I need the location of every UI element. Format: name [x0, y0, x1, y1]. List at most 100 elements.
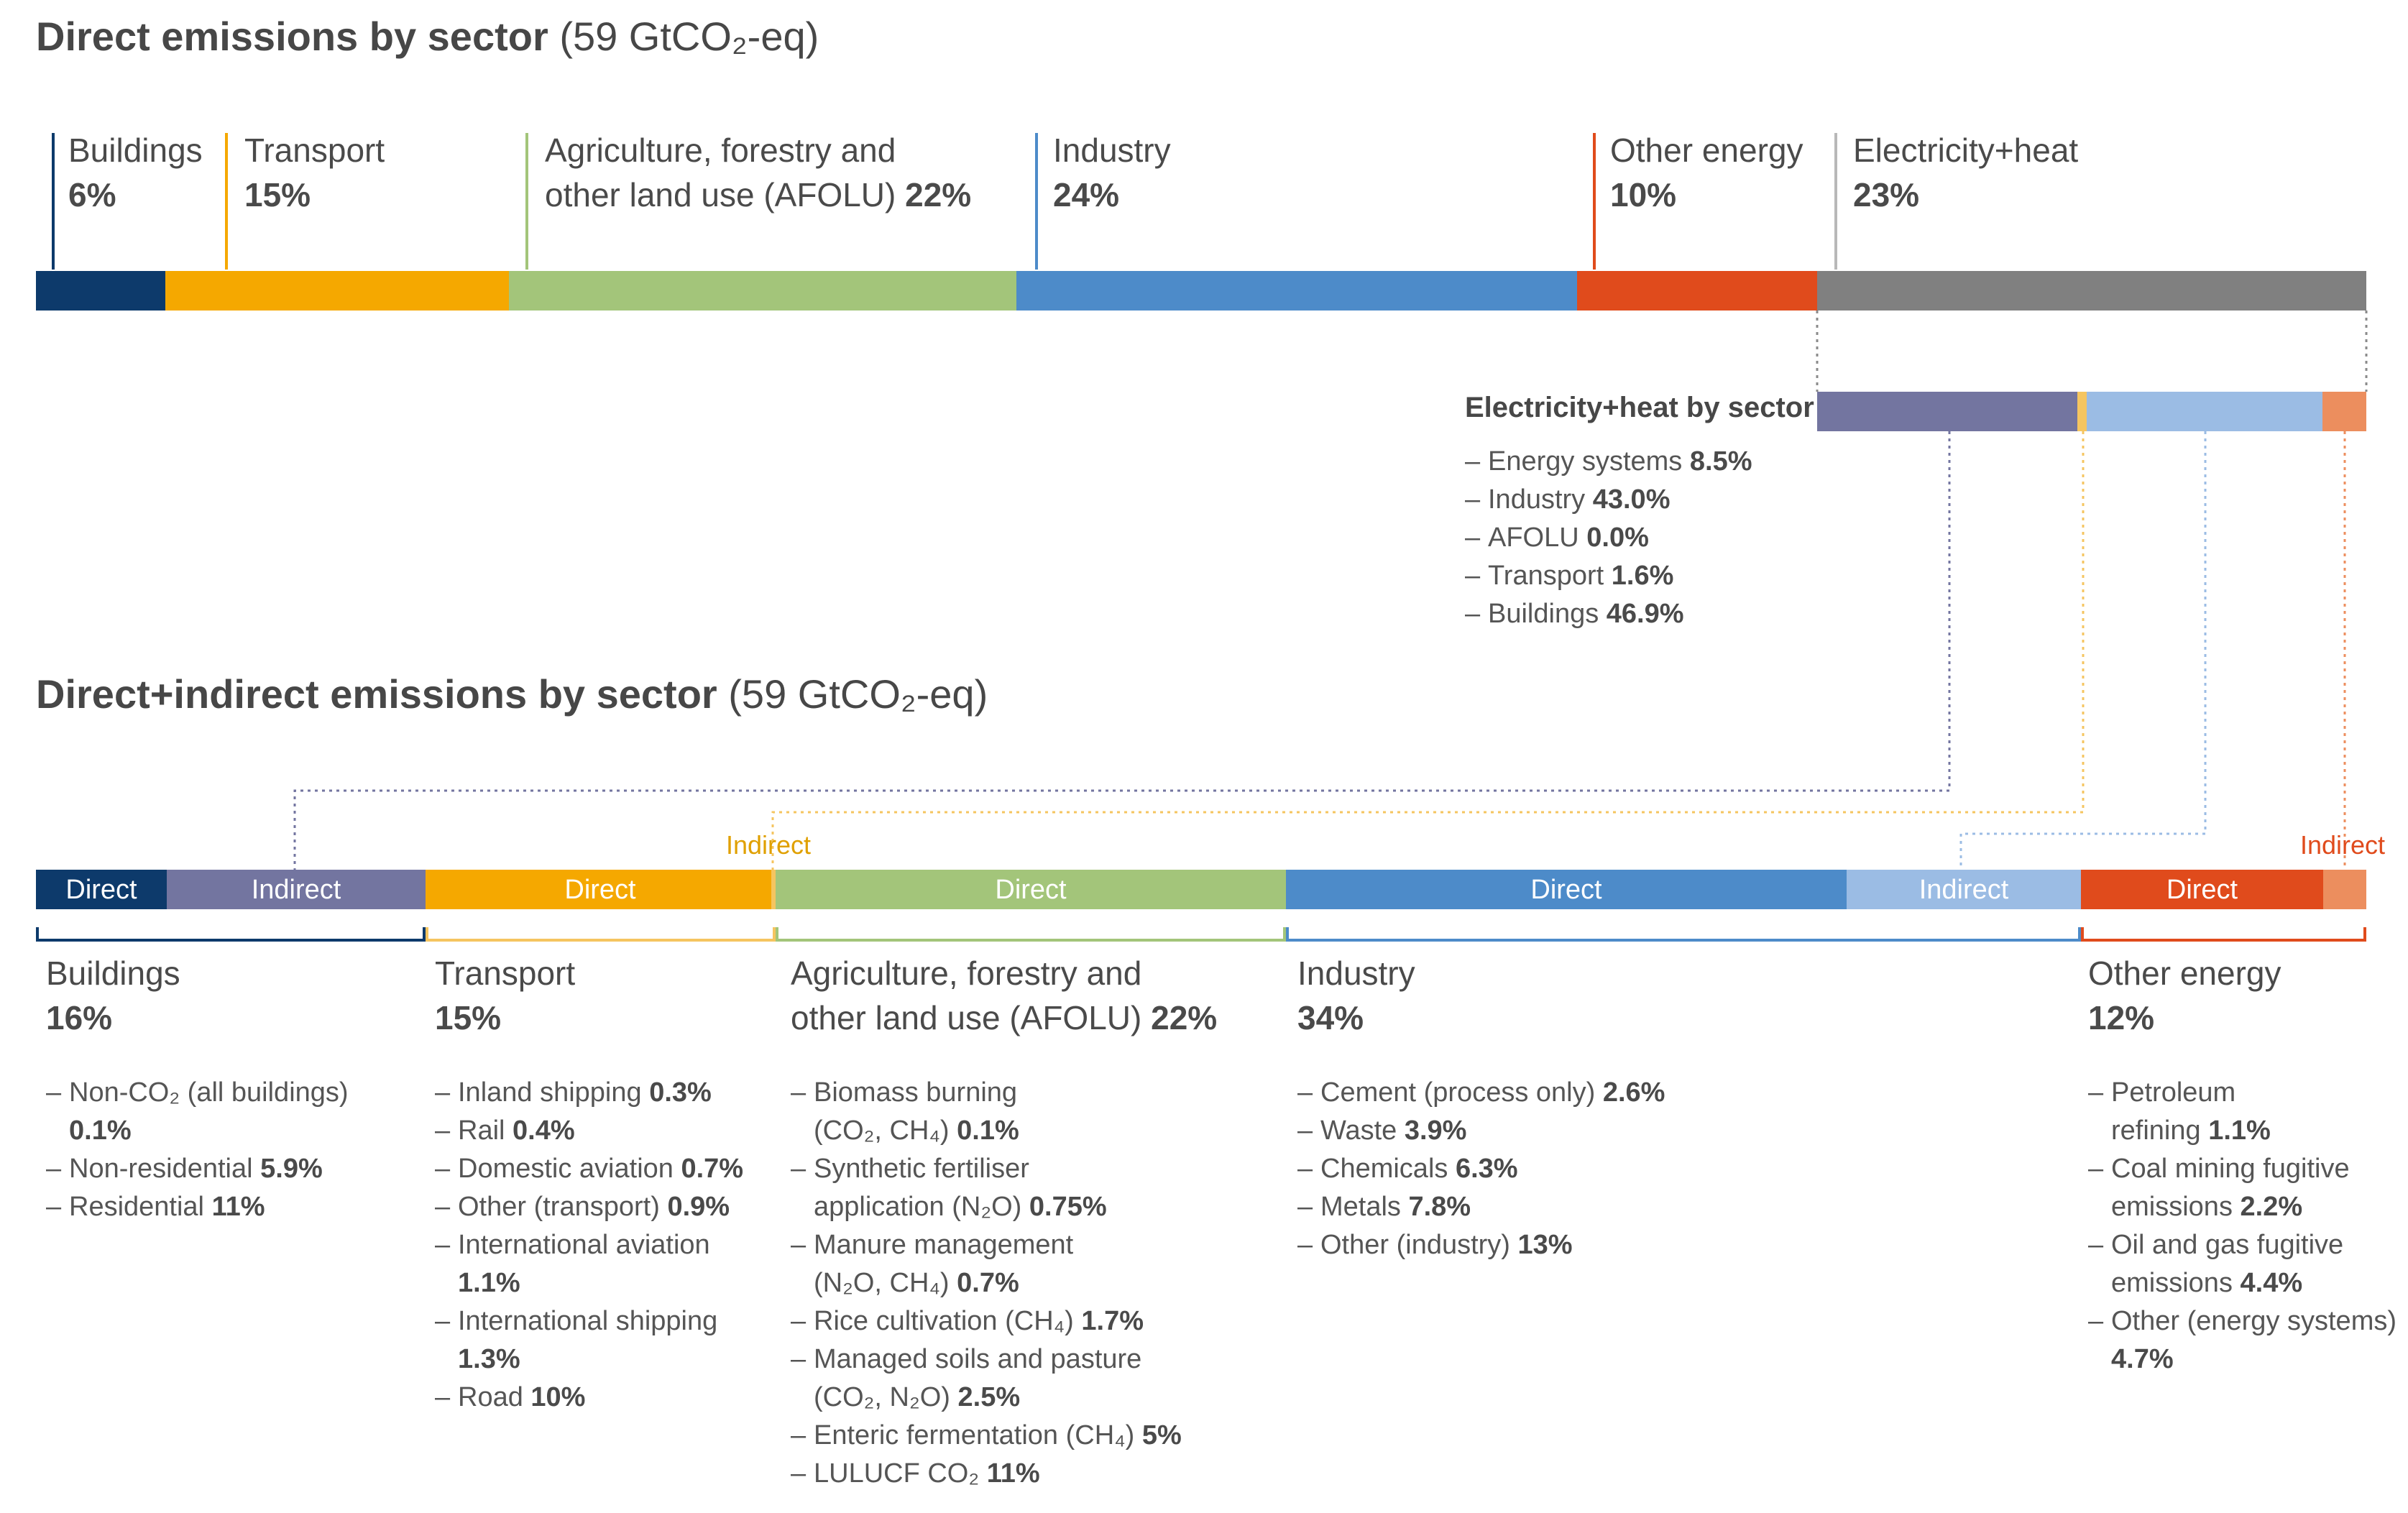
direct-label-afolu-pct: 22% [905, 176, 972, 213]
combined-afolu-pct: 22% [1151, 999, 1218, 1036]
industry-item-metals: Metals 7.8% [1297, 1188, 1665, 1226]
direct-tick-afolu [525, 133, 528, 270]
bracket-buildings [36, 927, 426, 942]
eh-item-afolu: AFOLU 0.0% [1465, 519, 1752, 557]
combined-text-buildings-indirect: Indirect [251, 875, 341, 905]
eh-bar-industry [2087, 392, 2322, 431]
combined-transport-name: Transport [435, 955, 576, 992]
direct-tick-industry [1035, 133, 1038, 270]
direct-label-transport: Transport 15% [244, 128, 385, 217]
combined-title-unit: (59 GtCO₂-eq) [728, 671, 988, 717]
combined-bar-buildings-direct [36, 870, 167, 909]
transport-item-other: Other (transport) 0.9% [435, 1188, 743, 1226]
direct-label-afolu-name2: other land use (AFOLU) [545, 176, 896, 213]
buildings-item-residential: Residential 11% [46, 1188, 349, 1226]
eh-title: Electricity+heat by sector [1465, 392, 1814, 423]
connector-transport-indirect [771, 431, 2085, 870]
indirect-tag-transport: Indirect [726, 830, 812, 860]
direct-label-buildings-pct: 6% [68, 176, 116, 213]
afolu-item-lulucf: LULUCF CO₂ 11% [791, 1455, 1182, 1493]
combined-list-buildings: Non-CO₂ (all buildings)0.1% Non-resident… [46, 1074, 349, 1226]
combined-bar-industry-direct [1286, 870, 1847, 909]
combined-transport-pct: 15% [435, 999, 502, 1036]
direct-label-electricity-name: Electricity+heat [1853, 132, 2079, 169]
combined-bar-afolu-direct [776, 870, 1286, 909]
industry-item-waste: Waste 3.9% [1297, 1112, 1665, 1150]
combined-text-industry-direct: Direct [1530, 875, 1602, 905]
direct-label-afolu: Agriculture, forestry and other land use… [545, 128, 971, 217]
direct-bar-transport [165, 271, 509, 311]
combined-text-afolu-direct: Direct [995, 875, 1067, 905]
direct-label-industry-name: Industry [1053, 132, 1171, 169]
combined-industry-name: Industry [1297, 955, 1415, 992]
combined-other-energy-pct: 12% [2088, 999, 2155, 1036]
combined-text-buildings-direct: Direct [65, 875, 137, 905]
direct-label-other-energy: Other energy 10% [1610, 128, 1803, 217]
direct-label-industry: Industry 24% [1053, 128, 1171, 217]
combined-text-industry-indirect: Indirect [1918, 875, 2009, 905]
combined-list-transport: Inland shipping 0.3% Rail 0.4% Domestic … [435, 1074, 743, 1417]
combined-label-other-energy: Other energy 12% [2088, 951, 2281, 1040]
direct-bar-afolu [509, 271, 1016, 311]
transport-item-rail: Rail 0.4% [435, 1112, 743, 1150]
indirect-tag-other-energy: Indirect [2300, 830, 2386, 860]
industry-item-chemicals: Chemicals 6.3% [1297, 1150, 1665, 1188]
combined-bar-transport-direct [426, 870, 775, 909]
eh-bar-transport [2077, 392, 2087, 431]
bracket-industry [1286, 927, 2081, 942]
afolu-item-manure: Manure management(N₂O, CH₄) 0.7% [791, 1226, 1182, 1302]
direct-label-other-energy-pct: 10% [1610, 176, 1677, 213]
direct-label-buildings: Buildings 6% [68, 128, 203, 217]
direct-tick-transport [225, 133, 228, 270]
direct-label-other-energy-name: Other energy [1610, 132, 1803, 169]
transport-item-road: Road 10% [435, 1379, 743, 1417]
direct-bar-industry [1016, 271, 1577, 311]
combined-bar-transport-indirect [771, 870, 776, 909]
combined-label-buildings: Buildings 16% [46, 951, 180, 1040]
direct-label-buildings-name: Buildings [68, 132, 203, 169]
transport-item-domestic-aviation: Domestic aviation 0.7% [435, 1150, 743, 1188]
direct-tick-other-energy [1593, 133, 1596, 270]
combined-afolu-name: Agriculture, forestry and [791, 955, 1142, 992]
afolu-item-enteric: Enteric fermentation (CH₄) 5% [791, 1417, 1182, 1455]
combined-label-transport: Transport 15% [435, 951, 575, 1040]
direct-bar-buildings [36, 271, 165, 311]
eh-item-transport: Transport 1.6% [1465, 557, 1752, 595]
direct-tick-buildings [52, 133, 55, 270]
combined-bar-buildings-indirect [167, 870, 426, 909]
other-energy-item-other: Other (energy systems)4.7% [2088, 1302, 2396, 1379]
bracket-afolu [776, 927, 1286, 942]
industry-item-cement: Cement (process only) 2.6% [1297, 1074, 1665, 1112]
bracket-other-energy [2081, 927, 2366, 942]
direct-label-transport-name: Transport [244, 132, 385, 169]
combined-bar-industry-indirect [1847, 870, 2081, 909]
eh-item-buildings: Buildings 46.9% [1465, 595, 1752, 633]
direct-label-electricity-pct: 23% [1853, 176, 1920, 213]
buildings-item-nonco2: Non-CO₂ (all buildings)0.1% [46, 1074, 349, 1150]
combined-bar-other-energy-indirect [2323, 870, 2366, 909]
combined-text-transport-direct: Direct [564, 875, 636, 905]
direct-bar-other-energy [1577, 271, 1817, 311]
direct-label-electricity: Electricity+heat 23% [1853, 128, 2078, 217]
eh-bar-energy-systems [2322, 392, 2366, 431]
direct-label-transport-pct: 15% [244, 176, 311, 213]
combined-buildings-pct: 16% [46, 999, 113, 1036]
combined-afolu-name2: other land use (AFOLU) [791, 999, 1142, 1036]
afolu-item-rice: Rice cultivation (CH₄) 1.7% [791, 1302, 1182, 1340]
combined-emissions-title: Direct+indirect emissions by sector (59 … [36, 671, 988, 717]
connector-industry-indirect [1959, 431, 2207, 870]
combined-list-afolu: Biomass burning(CO₂, CH₄) 0.1% Synthetic… [791, 1074, 1182, 1493]
direct-title-unit: (59 GtCO₂-eq) [559, 14, 819, 59]
eh-item-industry: Industry 43.0% [1465, 481, 1752, 519]
transport-item-inland-shipping: Inland shipping 0.3% [435, 1074, 743, 1112]
bracket-transport [426, 927, 776, 942]
direct-label-industry-pct: 24% [1053, 176, 1120, 213]
combined-bar-other-energy-direct [2081, 870, 2323, 909]
afolu-item-biomass: Biomass burning(CO₂, CH₄) 0.1% [791, 1074, 1182, 1150]
